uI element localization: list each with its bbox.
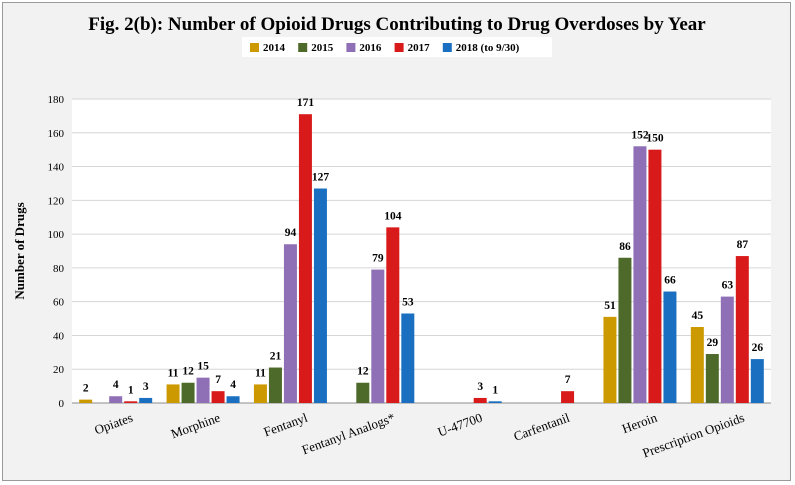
legend-swatch	[442, 43, 452, 52]
y-tick-label: 120	[48, 195, 65, 207]
data-label: 2	[83, 383, 89, 395]
bar	[166, 384, 180, 403]
data-label: 79	[372, 253, 384, 265]
bar	[283, 244, 297, 403]
data-label: 15	[197, 361, 209, 373]
bar	[109, 396, 123, 403]
bar	[750, 359, 764, 403]
data-label: 171	[297, 97, 315, 109]
chart-title: Fig. 2(b): Number of Opioid Drugs Contri…	[88, 14, 706, 35]
data-label: 94	[285, 227, 297, 239]
bar	[253, 384, 267, 403]
data-label: 12	[357, 366, 369, 378]
bar	[79, 399, 93, 403]
x-tick-label: Morphine	[169, 410, 223, 442]
bar	[663, 291, 677, 403]
x-tick-label: Carfentanil	[512, 410, 572, 444]
bar	[181, 382, 195, 403]
bar	[139, 397, 153, 403]
bar	[124, 401, 138, 403]
bar	[633, 146, 647, 404]
data-label: 63	[722, 280, 734, 292]
data-label: 86	[619, 241, 631, 253]
bar	[648, 149, 662, 403]
y-tick-label: 100	[48, 229, 65, 241]
bar	[196, 377, 210, 403]
data-label: 4	[113, 379, 119, 391]
bar	[313, 188, 327, 403]
legend-swatch	[298, 43, 308, 52]
y-tick-label: 60	[53, 297, 65, 309]
legend-label: 2018 (to 9/30)	[456, 42, 520, 54]
bar	[735, 256, 749, 403]
bar	[561, 391, 575, 403]
bar	[401, 313, 415, 403]
bar	[705, 354, 719, 403]
data-label: 11	[168, 367, 179, 379]
bar	[268, 367, 282, 403]
data-label: 11	[255, 367, 266, 379]
bar	[386, 227, 400, 403]
bar	[226, 396, 240, 403]
bar	[356, 382, 370, 403]
x-tick-label: Fentanyl	[262, 410, 310, 440]
data-label: 21	[270, 351, 282, 363]
legend-label: 2015	[311, 42, 334, 54]
bar	[298, 114, 312, 403]
bar	[720, 296, 734, 403]
legend-swatch	[346, 43, 356, 52]
data-label: 127	[312, 172, 330, 184]
y-tick-label: 140	[48, 162, 65, 174]
y-tick-label: 80	[53, 263, 65, 275]
y-tick-label: 160	[48, 128, 65, 140]
y-tick-label: 180	[48, 94, 65, 106]
data-label: 3	[143, 381, 149, 393]
x-tick-label: U-47700	[436, 410, 485, 440]
bar	[618, 257, 632, 403]
data-label: 29	[707, 337, 719, 349]
data-label: 1	[492, 384, 498, 396]
data-label: 7	[215, 374, 221, 386]
data-label: 45	[692, 310, 704, 322]
bar	[603, 316, 617, 403]
y-tick-label: 20	[53, 364, 65, 376]
legend-swatch	[394, 43, 404, 52]
data-label: 66	[664, 275, 676, 287]
data-label: 51	[604, 300, 616, 312]
y-axis-label: Number of Drugs	[12, 202, 27, 299]
x-tick-label: Fentanyl Analogs*	[300, 410, 397, 458]
data-label: 7	[565, 374, 571, 386]
y-tick-label: 40	[53, 330, 65, 342]
data-label: 104	[384, 210, 402, 222]
bar	[211, 391, 225, 403]
data-label: 53	[402, 296, 414, 308]
bar	[488, 401, 502, 403]
bar	[473, 397, 487, 403]
y-tick-label: 0	[59, 398, 65, 410]
data-label: 26	[752, 342, 764, 354]
x-tick-label: Opiates	[92, 410, 134, 438]
data-label: 3	[477, 381, 483, 393]
legend-swatch	[250, 43, 259, 52]
bar	[690, 327, 704, 403]
data-label: 1	[128, 384, 134, 396]
legend-label: 2016	[359, 42, 382, 54]
data-label: 87	[737, 239, 749, 251]
legend-label: 2017	[408, 42, 431, 54]
bar	[371, 269, 385, 403]
data-label: 150	[646, 133, 664, 145]
legend-label: 2014	[263, 42, 286, 54]
data-label: 4	[230, 379, 236, 391]
data-label: 12	[182, 366, 194, 378]
x-tick-label: Heroin	[620, 410, 660, 437]
data-label: 152	[631, 129, 649, 141]
